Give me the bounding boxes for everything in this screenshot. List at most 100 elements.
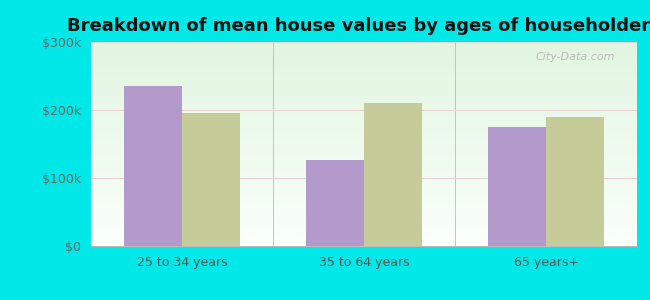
Bar bbox=[91, 141, 637, 142]
Bar bbox=[91, 88, 637, 90]
Bar bbox=[91, 151, 637, 152]
Bar bbox=[91, 228, 637, 230]
Bar bbox=[91, 213, 637, 215]
Bar bbox=[91, 91, 637, 92]
Bar bbox=[306, 160, 364, 246]
Bar bbox=[91, 202, 637, 204]
Bar bbox=[91, 171, 637, 172]
Bar bbox=[91, 62, 637, 64]
Bar bbox=[91, 154, 637, 155]
Bar bbox=[91, 69, 637, 70]
Bar bbox=[91, 221, 637, 223]
Bar bbox=[91, 128, 637, 129]
Bar bbox=[91, 114, 637, 116]
Bar bbox=[91, 182, 637, 183]
Bar bbox=[91, 83, 637, 84]
Bar bbox=[91, 68, 637, 69]
Bar bbox=[91, 119, 637, 121]
Title: Breakdown of mean house values by ages of householders: Breakdown of mean house values by ages o… bbox=[67, 17, 650, 35]
Bar bbox=[91, 96, 637, 98]
Bar bbox=[91, 67, 637, 68]
Bar bbox=[91, 117, 637, 118]
Bar bbox=[91, 142, 637, 144]
Bar bbox=[91, 172, 637, 174]
Bar bbox=[91, 133, 637, 134]
Bar bbox=[91, 139, 637, 140]
Bar bbox=[91, 175, 637, 177]
Bar bbox=[91, 129, 637, 130]
Bar bbox=[91, 137, 637, 139]
Bar bbox=[91, 57, 637, 58]
Bar bbox=[91, 152, 637, 154]
Bar bbox=[91, 65, 637, 67]
Bar bbox=[91, 47, 637, 49]
Bar bbox=[91, 54, 637, 56]
Bar bbox=[91, 85, 637, 87]
Bar bbox=[91, 109, 637, 110]
Bar bbox=[91, 231, 637, 232]
Bar bbox=[91, 230, 637, 231]
Bar bbox=[91, 60, 637, 61]
Bar bbox=[91, 149, 637, 151]
Bar bbox=[364, 103, 423, 246]
Bar bbox=[91, 236, 637, 238]
Bar bbox=[91, 162, 637, 163]
Bar bbox=[91, 126, 637, 128]
Bar bbox=[91, 211, 637, 212]
Bar bbox=[546, 117, 604, 246]
Bar bbox=[488, 127, 546, 246]
Bar bbox=[91, 181, 637, 182]
Bar bbox=[91, 147, 637, 148]
Bar bbox=[91, 193, 637, 194]
Bar bbox=[91, 219, 637, 220]
Bar bbox=[91, 148, 637, 149]
Bar bbox=[91, 188, 637, 189]
Bar bbox=[91, 122, 637, 124]
Bar bbox=[91, 95, 637, 96]
Bar bbox=[91, 216, 637, 218]
Legend: Derma, Mississippi: Derma, Mississippi bbox=[264, 298, 464, 300]
Bar bbox=[91, 204, 637, 205]
Bar bbox=[91, 130, 637, 132]
Bar bbox=[91, 201, 637, 202]
Bar bbox=[91, 136, 637, 137]
Bar bbox=[91, 72, 637, 73]
Bar bbox=[91, 234, 637, 235]
Bar bbox=[91, 224, 637, 226]
Bar bbox=[91, 49, 637, 50]
Bar bbox=[91, 209, 637, 211]
Bar bbox=[91, 45, 637, 46]
Bar bbox=[91, 113, 637, 114]
Bar bbox=[91, 52, 637, 53]
Bar bbox=[91, 134, 637, 136]
Bar bbox=[91, 197, 637, 198]
Bar bbox=[91, 177, 637, 178]
Bar bbox=[91, 76, 637, 77]
Bar bbox=[91, 158, 637, 159]
Bar bbox=[91, 194, 637, 196]
Bar bbox=[91, 207, 637, 208]
Bar bbox=[91, 84, 637, 86]
Bar bbox=[91, 105, 637, 106]
Bar bbox=[91, 178, 637, 179]
Bar bbox=[91, 81, 637, 83]
Bar bbox=[91, 75, 637, 76]
Bar bbox=[91, 227, 637, 228]
Bar bbox=[91, 169, 637, 170]
Bar bbox=[91, 56, 637, 57]
Bar bbox=[91, 140, 637, 141]
Bar bbox=[91, 170, 637, 171]
Bar bbox=[91, 186, 637, 188]
Bar bbox=[91, 212, 637, 213]
Bar bbox=[91, 116, 637, 117]
Bar bbox=[91, 121, 637, 122]
Bar bbox=[91, 226, 637, 227]
Bar bbox=[91, 155, 637, 156]
Bar bbox=[91, 73, 637, 75]
Bar bbox=[91, 167, 637, 169]
Bar bbox=[91, 164, 637, 166]
Bar bbox=[91, 102, 637, 103]
Bar bbox=[91, 80, 637, 81]
Bar bbox=[91, 146, 637, 147]
Bar bbox=[124, 86, 182, 246]
